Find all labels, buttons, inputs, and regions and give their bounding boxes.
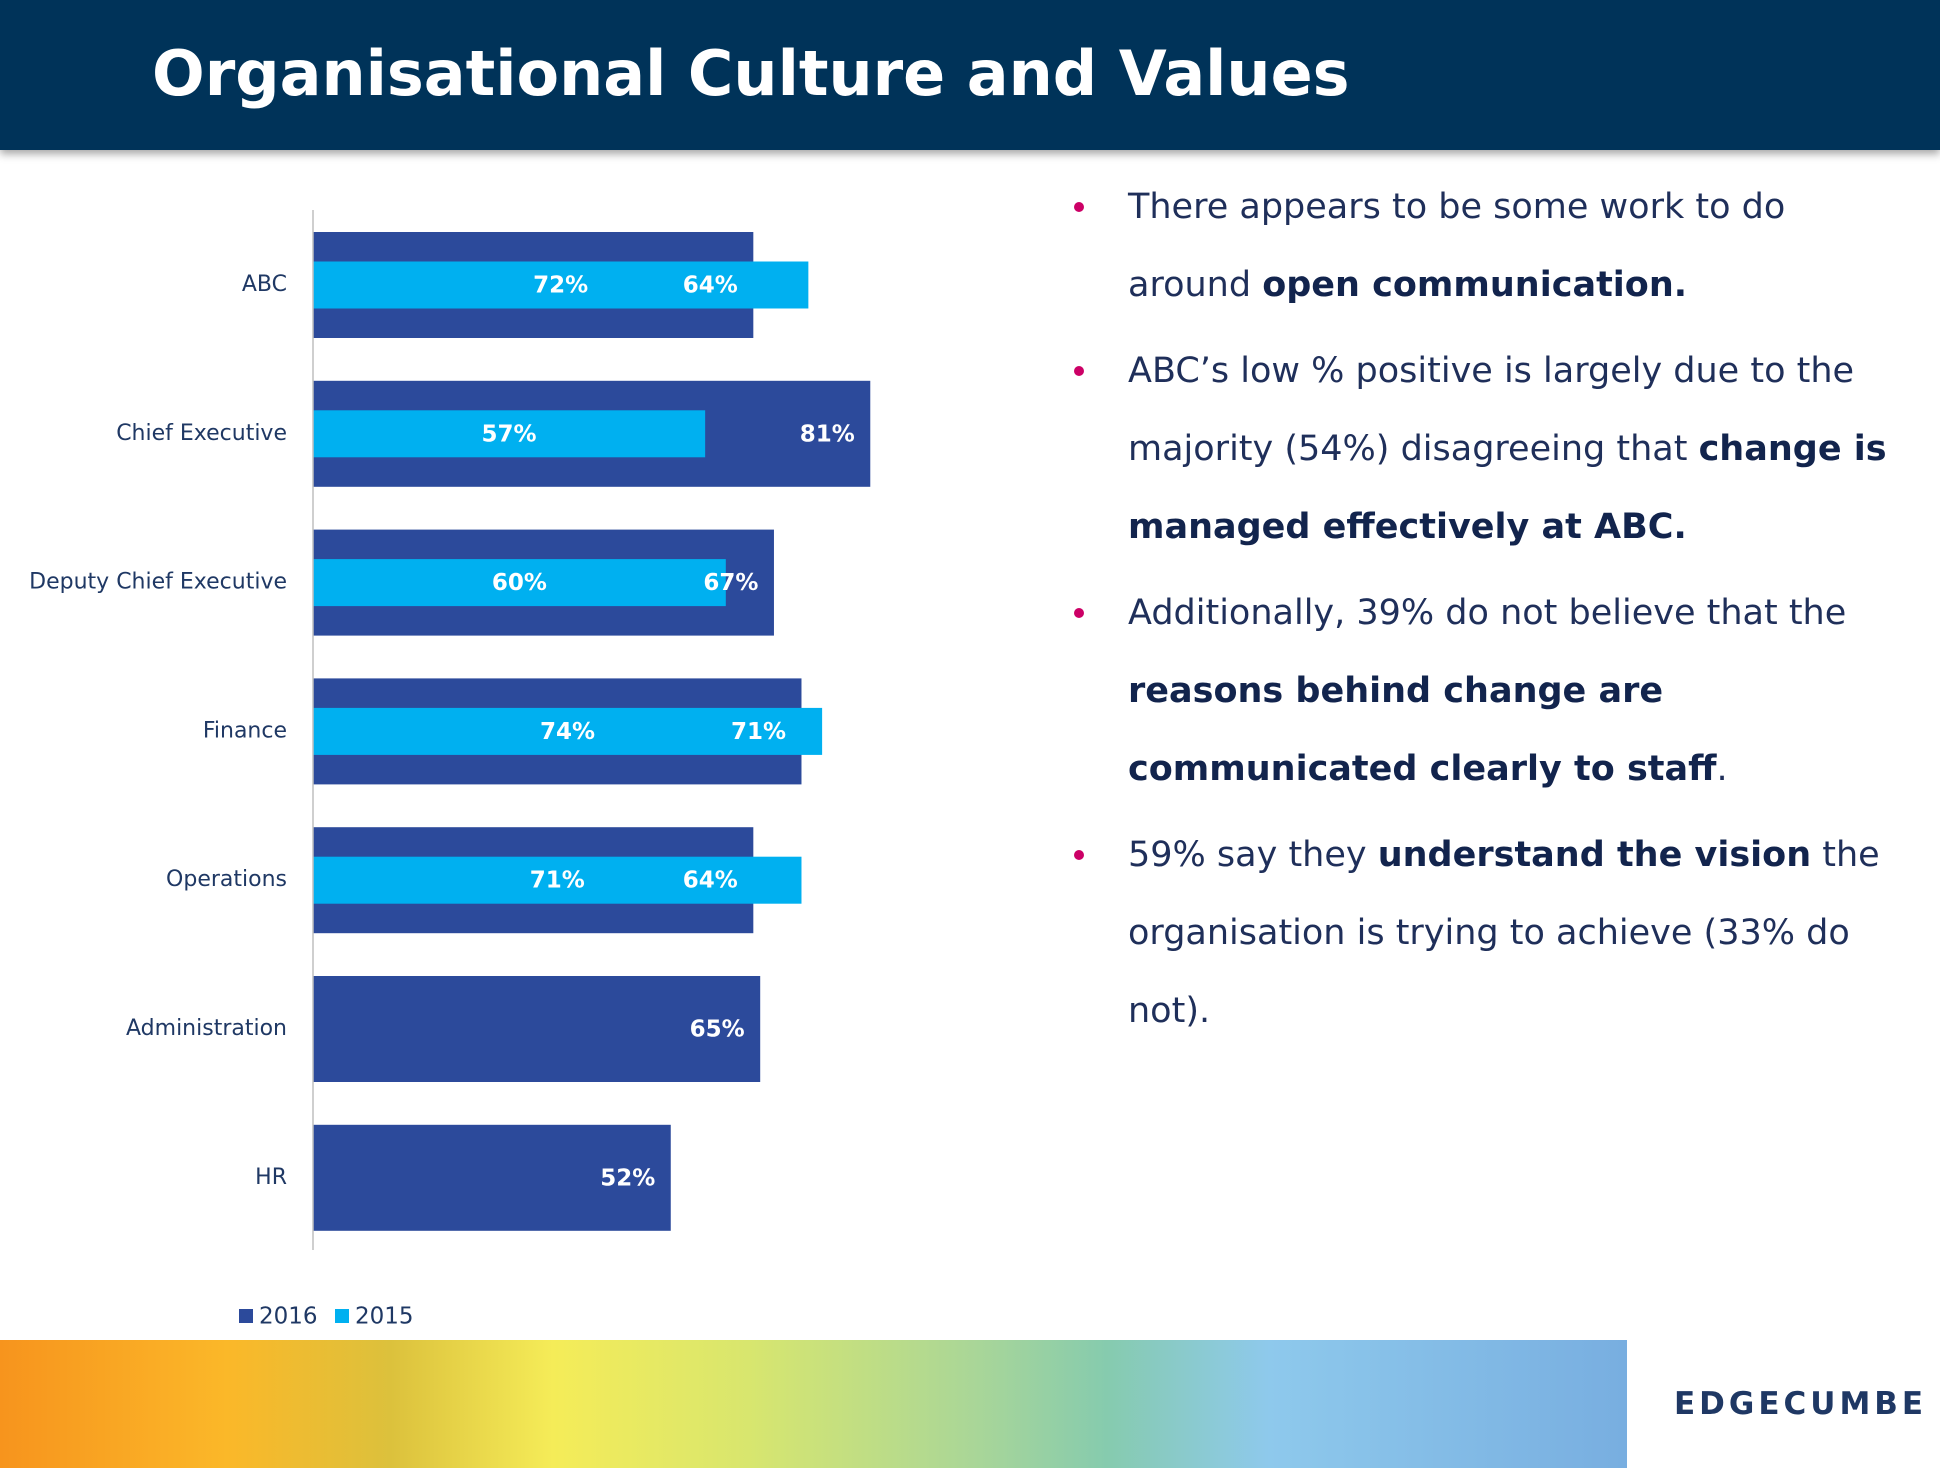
legend-label: 2016 — [259, 1304, 318, 1330]
bullet-item: Additionally, 39% do not believe that th… — [1074, 574, 1894, 808]
chart: ABC 64% 72% Chief Executive 81% 57% Deputy Chi… — [29, 210, 871, 1330]
bar — [313, 1124, 671, 1231]
category-label: Administration — [126, 1016, 287, 1041]
bullet-list: There appears to be some work to do arou… — [1074, 168, 1894, 1058]
text: . — [1716, 749, 1728, 789]
footer-banner — [0, 1340, 1627, 1468]
bar — [313, 856, 802, 904]
text: Additionally, 39% do not believe that th… — [1128, 593, 1847, 633]
bar — [313, 976, 761, 1082]
bold-text: change is managed effectively at ABC. — [1128, 429, 1887, 547]
data-label: 57% — [482, 421, 537, 447]
text: There appears to be some work to do arou… — [1128, 187, 1786, 305]
bold-text: understand the vision — [1377, 835, 1812, 875]
data-label: 74% — [540, 719, 595, 745]
data-label: 72% — [533, 273, 588, 299]
bullet-item: There appears to be some work to do arou… — [1074, 168, 1894, 324]
category-label: Finance — [203, 718, 287, 743]
category-label: HR — [255, 1165, 287, 1190]
data-label: 67% — [703, 570, 758, 596]
bold-text: reasons behind change are communicated c… — [1128, 671, 1717, 789]
brand-area — [1627, 1340, 1940, 1468]
data-label: 60% — [492, 570, 547, 596]
bullet-item: ABC’s low % positive is largely due to t… — [1074, 332, 1894, 566]
text: 59% say they — [1128, 835, 1378, 875]
slide-title: Organisational Culture and Values — [152, 37, 1350, 110]
bar — [313, 707, 823, 755]
legend-swatch — [335, 1309, 349, 1323]
data-label: 65% — [690, 1017, 745, 1043]
data-label: 81% — [800, 421, 855, 447]
category-label: ABC — [242, 272, 287, 297]
bar — [313, 410, 706, 458]
text: the organisation is trying to achieve (3… — [1128, 835, 1880, 1031]
data-label: 64% — [683, 273, 738, 299]
data-label: 64% — [683, 868, 738, 894]
bar — [313, 261, 809, 309]
legend-swatch — [239, 1309, 253, 1323]
text: ABC’s low % positive is largely due to t… — [1128, 351, 1855, 469]
bar — [313, 559, 726, 607]
data-label: 52% — [600, 1165, 655, 1191]
bold-text: open communication. — [1262, 265, 1688, 305]
data-label: 71% — [530, 868, 585, 894]
legend-label: 2015 — [355, 1304, 414, 1330]
category-label: Operations — [166, 867, 287, 892]
data-label: 71% — [731, 719, 786, 745]
brand-name: EDGECUMBE — [1674, 1386, 1928, 1422]
header-band: Organisational Culture and Values — [0, 0, 1940, 150]
category-label: Chief Executive — [116, 421, 287, 446]
bullet-item: 59% say they understand the vision the o… — [1074, 816, 1894, 1050]
category-label: Deputy Chief Executive — [29, 570, 287, 595]
